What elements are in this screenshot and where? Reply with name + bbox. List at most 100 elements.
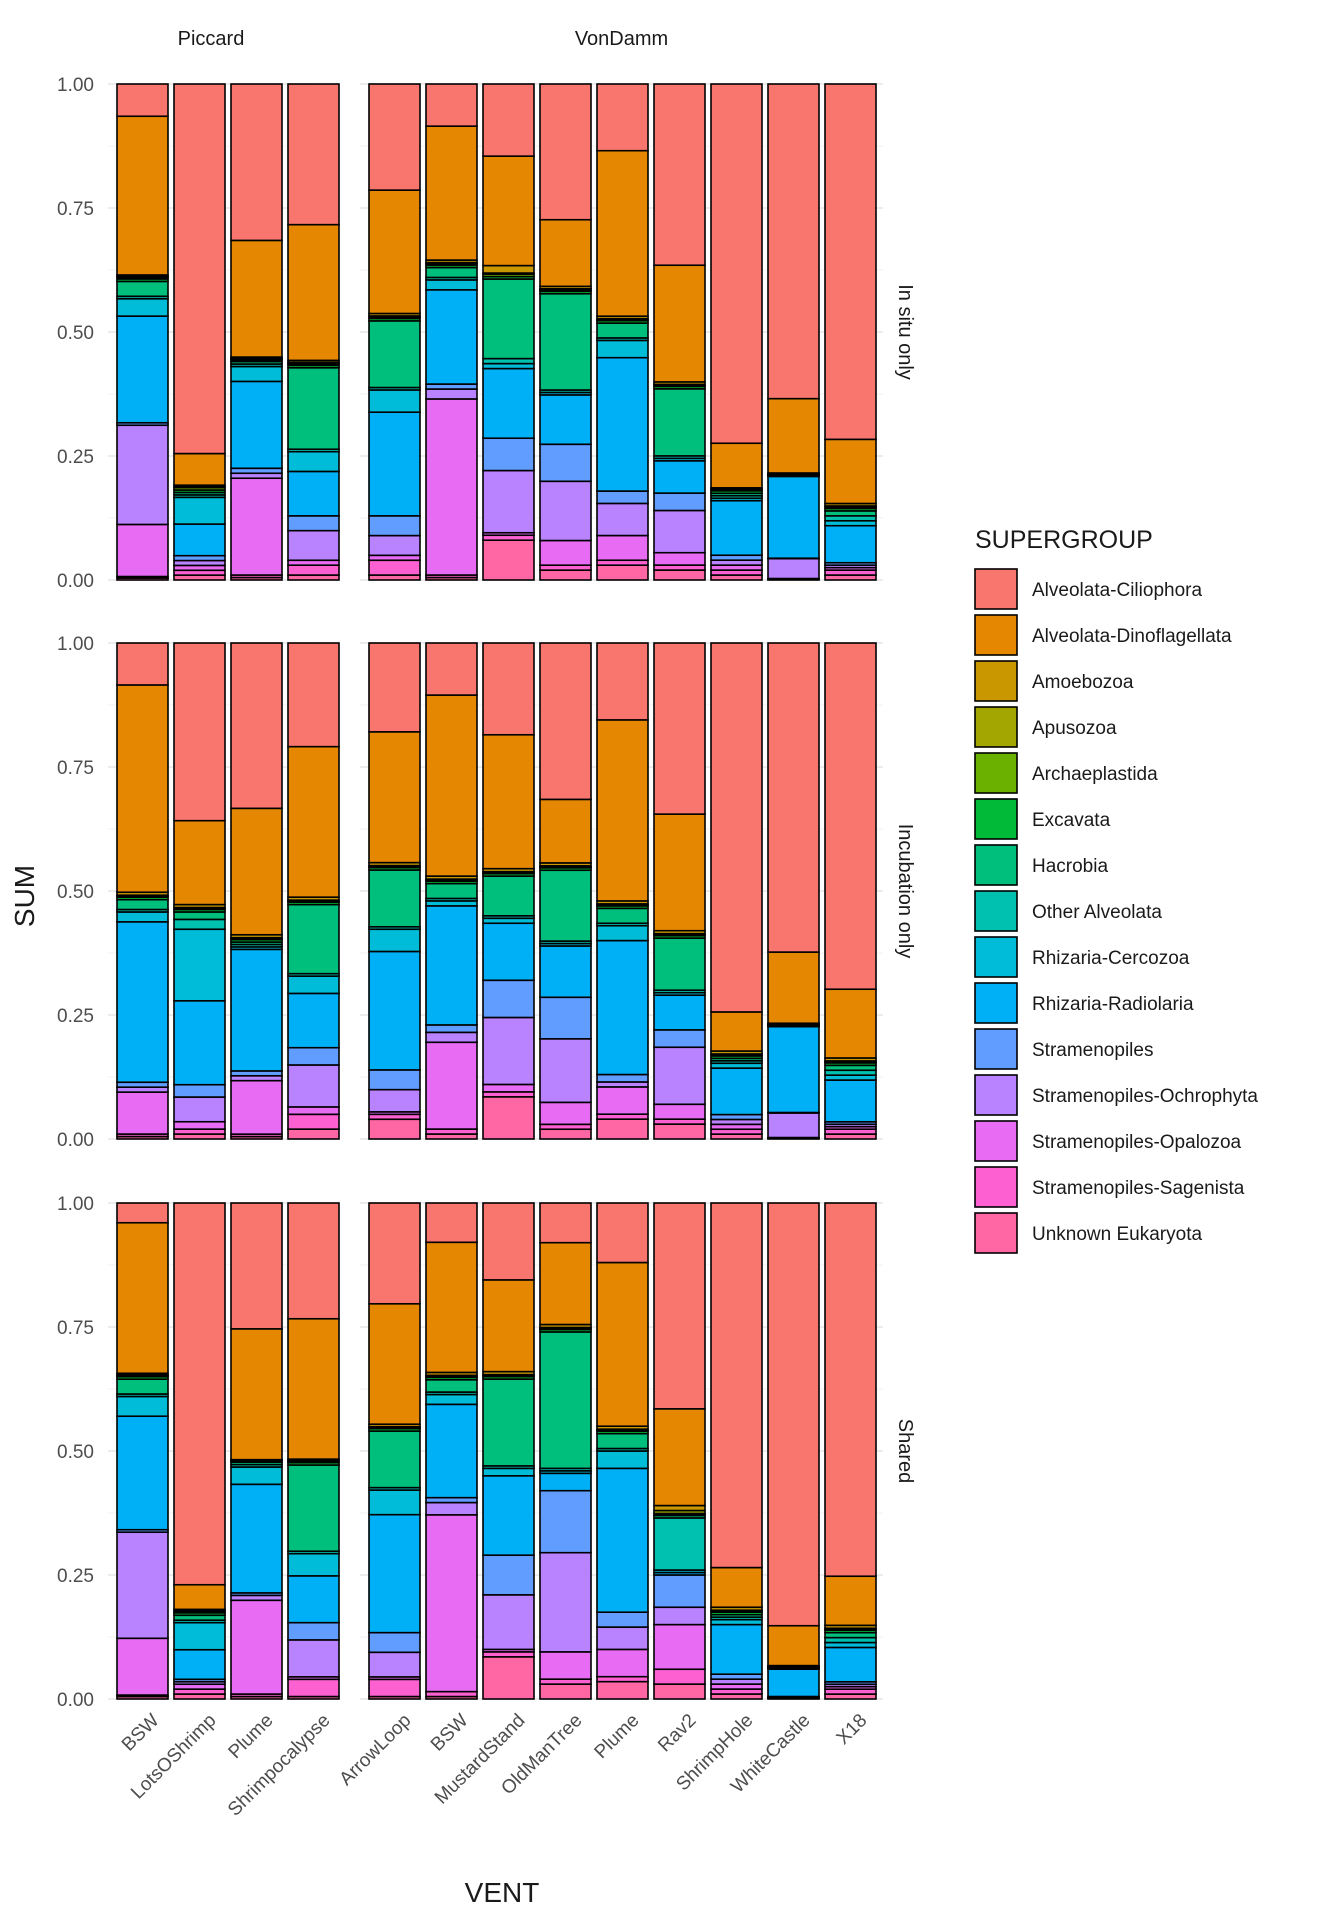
y-tick-label: 0.75 <box>57 758 94 779</box>
bar-segment-hacrobia <box>539 1331 592 1470</box>
bar-segment-stramenopiles <box>425 1024 478 1034</box>
bar-segment-stramenopiles <box>653 1029 706 1049</box>
legend-label-stramenopiles-ochrophyta: Stramenopiles-Ochrophyta <box>1032 1086 1258 1107</box>
bar-segment-stramenopiles-opalozoa <box>596 534 649 562</box>
bar-segment-rhizaria-radiolaria <box>368 950 421 1071</box>
bar-segment-alveolata-dinoflagellata <box>230 807 283 936</box>
bar-segment-stramenopiles-ochrophyta <box>425 1501 478 1516</box>
legend-label-stramenopiles-sagenista: Stramenopiles-Sagenista <box>1032 1178 1245 1199</box>
y-tick-label: 0.50 <box>57 1442 94 1463</box>
bar-segment-stramenopiles-opalozoa <box>539 1651 592 1680</box>
bar-segment-alveolata-dinoflagellata <box>596 149 649 317</box>
bar-segment-alveolata-ciliophora <box>368 642 421 733</box>
bar-segment-alveolata-dinoflagellata <box>116 1221 169 1375</box>
bar-segment-alveolata-dinoflagellata <box>173 452 226 486</box>
bar-segment-rhizaria-radiolaria <box>710 1067 763 1116</box>
bar-segment-stramenopiles-opalozoa <box>653 1623 706 1671</box>
bar-segment-stramenopiles-opalozoa <box>230 477 283 576</box>
bar-segment-stramenopiles-ochrophyta <box>482 1016 535 1086</box>
y-tick-label: 1.00 <box>57 1194 94 1215</box>
bar-segment-alveolata-ciliophora <box>710 83 763 445</box>
bar-segment-stramenopiles-ochrophyta <box>767 557 820 580</box>
bar-segment-hacrobia <box>653 937 706 991</box>
bar-segment-alveolata-ciliophora <box>539 642 592 801</box>
y-tick-label: 0.00 <box>57 571 94 592</box>
bar-segment-alveolata-ciliophora <box>596 83 649 152</box>
bar-segment-alveolata-dinoflagellata <box>173 1583 226 1611</box>
bar-segment-alveolata-ciliophora <box>368 83 421 191</box>
bar-segment-hacrobia <box>287 366 340 451</box>
bar-segment-rhizaria-cercozoa <box>368 389 421 413</box>
bar-segment-rhizaria-radiolaria <box>824 1646 877 1683</box>
bar-segment-stramenopiles <box>653 1574 706 1609</box>
y-tick-label: 0.25 <box>57 1566 94 1587</box>
bar-segment-unknown-eukaryota <box>653 1683 706 1700</box>
x-tick-label: Plume <box>591 1710 644 1763</box>
bar-segment-alveolata-ciliophora <box>116 1202 169 1224</box>
bar-segment-alveolata-ciliophora <box>767 642 820 953</box>
legend-label-alveolata-dinoflagellata: Alveolata-Dinoflagellata <box>1032 626 1232 647</box>
bar-segment-stramenopiles <box>173 1083 226 1098</box>
bar-segment-alveolata-ciliophora <box>230 83 283 242</box>
bar-segment-stramenopiles-ochrophyta <box>653 1046 706 1106</box>
bar-segment-rhizaria-radiolaria <box>539 945 592 999</box>
x-tick-label: BSW <box>427 1710 472 1755</box>
bar-segment-stramenopiles <box>539 1489 592 1554</box>
bar-segment-stramenopiles-ochrophyta <box>539 480 592 542</box>
bar-segment-hacrobia <box>596 322 649 339</box>
bar-segment-alveolata-ciliophora <box>653 642 706 815</box>
bar-segment-stramenopiles-ochrophyta <box>596 1626 649 1651</box>
bar-segment-stramenopiles-ochrophyta <box>539 1551 592 1653</box>
x-tick-label: Rav2 <box>654 1710 700 1756</box>
legend-key-unknown-eukaryota <box>974 1212 1018 1254</box>
bar-segment-alveolata-ciliophora <box>653 83 706 267</box>
bar-segment-rhizaria-radiolaria <box>653 994 706 1031</box>
bar-segment-stramenopiles-ochrophyta <box>368 534 421 557</box>
bar-segment-alveolata-ciliophora <box>539 83 592 221</box>
bar-segment-hacrobia <box>539 869 592 942</box>
bar-segment-rhizaria-radiolaria <box>116 315 169 424</box>
legend-label-unknown-eukaryota: Unknown Eukaryota <box>1032 1224 1202 1245</box>
bar-segment-alveolata-dinoflagellata <box>230 1328 283 1461</box>
x-tick-label: ArrowLoop <box>336 1710 416 1790</box>
legend-label-rhizaria-cercozoa: Rhizaria-Cercozoa <box>1032 948 1190 969</box>
facet-label-piccard: Piccard <box>178 28 245 50</box>
bar-segment-alveolata-ciliophora <box>824 83 877 441</box>
bar-segment-stramenopiles-ochrophyta <box>287 529 340 562</box>
bar-segment-rhizaria-cercozoa <box>116 297 169 317</box>
bar-segment-alveolata-dinoflagellata <box>596 1261 649 1428</box>
bar-segment-alveolata-ciliophora <box>482 642 535 736</box>
bar-segment-unknown-eukaryota <box>596 1118 649 1140</box>
bar-segment-alveolata-ciliophora <box>767 83 820 400</box>
bar-segment-stramenopiles-ochrophyta <box>539 1038 592 1104</box>
bar-segment-unknown-eukaryota <box>539 1128 592 1140</box>
bar-segment-alveolata-ciliophora <box>710 1202 763 1569</box>
bar-segment-alveolata-dinoflagellata <box>710 442 763 489</box>
bar-segment-rhizaria-radiolaria <box>425 905 478 1026</box>
bar-segment-rhizaria-radiolaria <box>653 460 706 494</box>
bar-segment-rhizaria-cercozoa <box>425 279 478 291</box>
bar-segment-alveolata-dinoflagellata <box>368 1302 421 1426</box>
bar-segment-stramenopiles-opalozoa <box>653 1103 706 1120</box>
facet-panels: 0.00 0.25 0.50 0.75 1.00 0.00 0.25 0.50 0.75 1.00… <box>57 28 916 1821</box>
legend-label-stramenopiles: Stramenopiles <box>1032 1040 1153 1061</box>
bar-segment-hacrobia <box>425 266 478 279</box>
bar-segment-stramenopiles-opalozoa <box>230 1599 283 1695</box>
bar-segment-rhizaria-radiolaria <box>767 1668 820 1698</box>
bar-segment-alveolata-dinoflagellata <box>368 189 421 315</box>
bar-segment-stramenopiles-ochrophyta <box>116 424 169 526</box>
bar-segment-alveolata-ciliophora <box>287 83 340 226</box>
legend-label-other-alveolata: Other Alveolata <box>1032 902 1162 923</box>
legend-label-alveolata-ciliophora: Alveolata-Ciliophora <box>1032 580 1202 601</box>
bar-segment-rhizaria-radiolaria <box>230 380 283 470</box>
legend-label-apusozoa: Apusozoa <box>1032 718 1117 739</box>
bar-segment-hacrobia <box>482 1378 535 1467</box>
bar-segment-alveolata-dinoflagellata <box>287 745 340 898</box>
x-tick-label: Shrimpocalypse <box>224 1710 334 1820</box>
bar-segment-hacrobia <box>116 280 169 298</box>
legend-key-archaeplastida <box>974 752 1018 794</box>
facet-label-in-situ-only: In situ only <box>894 284 916 380</box>
bar-segment-rhizaria-radiolaria <box>824 524 877 564</box>
bar-segment-alveolata-dinoflagellata <box>824 988 877 1059</box>
